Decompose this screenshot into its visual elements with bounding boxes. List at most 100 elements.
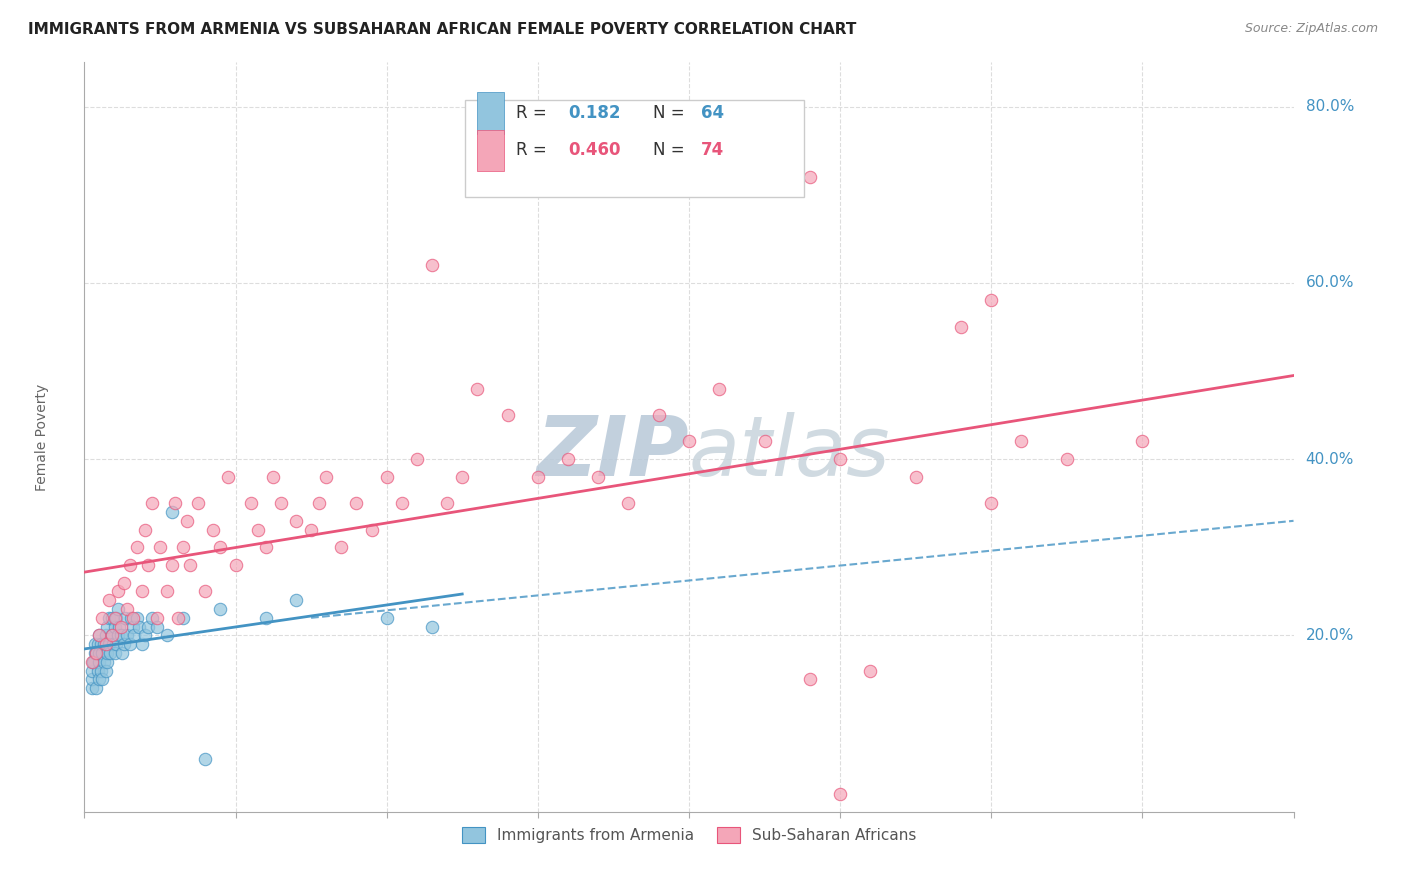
Point bbox=[285, 593, 308, 607]
Point bbox=[84, 646, 107, 660]
Point bbox=[107, 584, 129, 599]
FancyBboxPatch shape bbox=[465, 100, 804, 197]
Point bbox=[93, 637, 115, 651]
Text: Female Poverty: Female Poverty bbox=[35, 384, 49, 491]
Point bbox=[1011, 434, 1033, 449]
Point bbox=[89, 628, 111, 642]
Point bbox=[648, 408, 671, 422]
Point bbox=[97, 593, 120, 607]
Point bbox=[86, 646, 108, 660]
Point bbox=[93, 655, 115, 669]
Point bbox=[86, 681, 108, 696]
Text: 74: 74 bbox=[702, 142, 724, 160]
Point bbox=[330, 541, 353, 555]
Point bbox=[89, 646, 111, 660]
Point bbox=[84, 637, 107, 651]
Point bbox=[217, 469, 239, 483]
Point bbox=[131, 584, 153, 599]
Point bbox=[110, 628, 132, 642]
Point bbox=[105, 611, 128, 625]
Point bbox=[97, 611, 120, 625]
Point bbox=[104, 619, 127, 633]
Point bbox=[557, 452, 579, 467]
Point bbox=[96, 655, 118, 669]
Point bbox=[201, 523, 224, 537]
Point bbox=[179, 558, 201, 572]
Point bbox=[134, 628, 156, 642]
Point bbox=[225, 558, 247, 572]
Point bbox=[82, 655, 104, 669]
Point bbox=[104, 611, 127, 625]
Text: ZIP: ZIP bbox=[536, 411, 689, 492]
Text: atlas: atlas bbox=[689, 411, 890, 492]
Point bbox=[115, 602, 138, 616]
Point bbox=[80, 655, 103, 669]
Text: 0.460: 0.460 bbox=[568, 142, 620, 160]
Point bbox=[121, 619, 143, 633]
Point bbox=[209, 541, 232, 555]
Bar bbox=[478, 130, 503, 171]
Point bbox=[165, 496, 187, 510]
Point bbox=[1056, 452, 1078, 467]
Point bbox=[100, 628, 122, 642]
Point bbox=[950, 319, 973, 334]
Point bbox=[156, 584, 179, 599]
Point bbox=[110, 619, 132, 633]
Point bbox=[118, 637, 141, 651]
Point bbox=[156, 628, 179, 642]
Text: 0.182: 0.182 bbox=[568, 104, 620, 122]
Point bbox=[98, 646, 121, 660]
Point bbox=[391, 496, 413, 510]
Point bbox=[346, 496, 368, 510]
Point bbox=[115, 628, 138, 642]
Point bbox=[496, 408, 519, 422]
Point bbox=[136, 619, 159, 633]
Point bbox=[799, 673, 821, 687]
Point bbox=[420, 258, 443, 272]
Point bbox=[127, 541, 149, 555]
Point bbox=[254, 541, 277, 555]
Point bbox=[107, 602, 129, 616]
Point bbox=[96, 619, 118, 633]
Point bbox=[678, 434, 700, 449]
Point bbox=[980, 293, 1002, 308]
Point bbox=[94, 637, 117, 651]
Point bbox=[830, 787, 852, 801]
Point bbox=[89, 655, 111, 669]
Point bbox=[799, 169, 821, 184]
Point bbox=[112, 575, 135, 590]
Point bbox=[406, 452, 429, 467]
Point bbox=[239, 496, 262, 510]
Point bbox=[94, 628, 117, 642]
Point bbox=[176, 514, 198, 528]
Point bbox=[754, 434, 776, 449]
Point bbox=[194, 584, 217, 599]
Point bbox=[420, 619, 443, 633]
Point bbox=[112, 637, 135, 651]
Point bbox=[262, 469, 284, 483]
Point bbox=[588, 469, 610, 483]
Point bbox=[108, 619, 131, 633]
Point bbox=[89, 628, 111, 642]
Point bbox=[100, 611, 122, 625]
Point bbox=[121, 611, 143, 625]
Point bbox=[136, 558, 159, 572]
Point bbox=[160, 505, 183, 519]
Point bbox=[122, 628, 145, 642]
Point bbox=[375, 611, 398, 625]
Point bbox=[131, 637, 153, 651]
Point bbox=[82, 655, 104, 669]
Point bbox=[141, 496, 163, 510]
Point bbox=[285, 514, 308, 528]
Point bbox=[107, 628, 129, 642]
Point bbox=[859, 664, 882, 678]
Point bbox=[451, 469, 474, 483]
Point bbox=[254, 611, 277, 625]
Point bbox=[80, 681, 103, 696]
Point bbox=[187, 496, 209, 510]
Point bbox=[194, 752, 217, 766]
Point bbox=[172, 611, 194, 625]
Text: 40.0%: 40.0% bbox=[1306, 451, 1354, 467]
Point bbox=[436, 496, 458, 510]
Point bbox=[87, 637, 110, 651]
